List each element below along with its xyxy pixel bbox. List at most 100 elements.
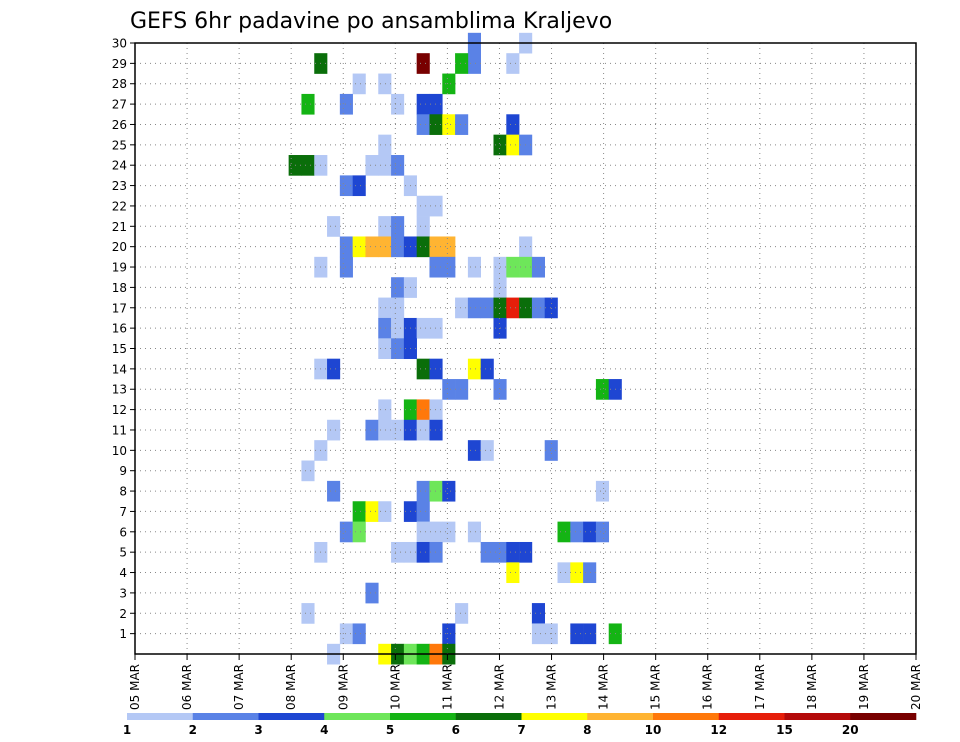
- heatmap-cell: [531, 256, 545, 278]
- heatmap-cell: [416, 195, 430, 217]
- heatmap-cell: [378, 73, 392, 95]
- heatmap-cell: [391, 277, 405, 298]
- heatmap-cell: [391, 216, 405, 237]
- heatmap-cell: [480, 297, 494, 319]
- heatmap-cell: [378, 399, 392, 421]
- heatmap-cell: [480, 358, 494, 380]
- heatmap-cell: [327, 419, 341, 441]
- heatmap-cell: [455, 603, 469, 624]
- heatmap-cell: [442, 379, 456, 400]
- colorbar-label: 8: [583, 723, 591, 737]
- x-axis-ticks: 05 MAR 06 MAR 07 MAR 08 MAR 09 MAR 10 MAR 11 M…: [128, 654, 923, 710]
- heatmap-cell: [595, 480, 610, 502]
- heatmap-cell: [506, 256, 520, 278]
- chart-title: GEFS 6hr padavine po ansamblima Kraljevo: [130, 9, 612, 34]
- heatmap-cell: [506, 541, 520, 563]
- y-tick-label: 16: [112, 322, 127, 336]
- heatmap-cell: [352, 236, 366, 258]
- y-tick-label: 17: [112, 301, 127, 315]
- heatmap-cell: [365, 236, 379, 258]
- y-tick-label: 24: [112, 159, 127, 173]
- y-tick-label: 13: [112, 383, 127, 397]
- heatmap-cell: [339, 236, 353, 258]
- heatmap-cell: [506, 562, 520, 584]
- y-tick-label: 1: [119, 627, 127, 641]
- heatmap-cell: [442, 236, 456, 258]
- heatmap-cell: [429, 541, 443, 563]
- heatmap-cell: [455, 297, 469, 319]
- heatmap-cell: [442, 73, 456, 95]
- heatmap-cell: [391, 297, 405, 319]
- y-tick-label: 4: [119, 566, 127, 580]
- heatmap-cell: [391, 338, 405, 359]
- heatmap-cell: [429, 419, 443, 441]
- heatmap-cell: [467, 358, 481, 380]
- heatmap-cell: [429, 93, 443, 115]
- heatmap-cell: [416, 358, 430, 380]
- colorbar-swatch: [653, 713, 720, 720]
- x-tick-label: 07 MAR: [232, 664, 246, 710]
- colorbar-swatch: [192, 713, 259, 720]
- heatmap-cell: [570, 562, 584, 584]
- y-tick-label: 11: [112, 423, 127, 437]
- x-tick-label: 09 MAR: [336, 664, 350, 710]
- heatmap-cell: [416, 399, 430, 421]
- heatmap-cell: [467, 521, 481, 543]
- colorbar-swatch: [455, 713, 522, 720]
- heatmap-cell: [416, 114, 430, 135]
- heatmap-cell: [378, 338, 392, 359]
- heatmap-cell: [442, 521, 456, 543]
- heatmap-cell: [378, 297, 392, 319]
- heatmap-cell: [391, 155, 405, 176]
- heatmap-cell: [570, 623, 584, 645]
- colorbar-swatch: [127, 713, 194, 720]
- heatmap-cell: [365, 155, 379, 176]
- x-tick-label: 14 MAR: [597, 664, 611, 710]
- y-tick-label: 8: [119, 485, 127, 499]
- y-tick-label: 10: [112, 444, 127, 458]
- heatmap-cells: [288, 32, 622, 665]
- colorbar-swatch: [258, 713, 325, 720]
- heatmap-cell: [442, 480, 456, 502]
- heatmap-cell: [467, 440, 481, 461]
- heatmap-cell: [391, 236, 405, 258]
- colorbar-label: 12: [710, 723, 727, 737]
- x-tick-label: 13 MAR: [545, 664, 559, 710]
- y-tick-label: 12: [112, 403, 127, 417]
- heatmap-cell: [391, 541, 405, 563]
- x-tick-label: 10 MAR: [388, 664, 402, 710]
- heatmap-cell: [378, 216, 392, 237]
- y-tick-label: 21: [112, 220, 127, 234]
- heatmap-cell: [391, 93, 405, 115]
- heatmap-cell: [467, 297, 481, 319]
- x-tick-label: 11 MAR: [440, 664, 454, 710]
- colorbar-label: 5: [386, 723, 394, 737]
- heatmap-cell: [391, 419, 405, 441]
- heatmap-cell: [378, 236, 392, 258]
- y-tick-label: 9: [119, 464, 127, 478]
- heatmap-cell: [365, 419, 379, 441]
- heatmap-cell: [339, 521, 353, 543]
- heatmap-cell: [442, 114, 456, 135]
- heatmap-cell: [327, 216, 341, 237]
- heatmap-cell: [544, 297, 558, 319]
- heatmap-cell: [429, 256, 443, 278]
- y-tick-label: 14: [112, 362, 127, 376]
- y-tick-label: 2: [119, 607, 127, 621]
- colorbar-label: 1: [123, 723, 131, 737]
- heatmap-cell: [301, 603, 315, 624]
- heatmap-cell: [455, 53, 469, 74]
- y-tick-label: 25: [112, 138, 127, 152]
- heatmap-cell: [365, 582, 379, 604]
- heatmap-cell: [595, 521, 610, 543]
- heatmap-cell: [429, 358, 443, 380]
- x-tick-label: 15 MAR: [649, 664, 663, 710]
- heatmap-cell: [583, 562, 597, 584]
- heatmap-cell: [416, 216, 430, 237]
- x-tick-label: 19 MAR: [857, 664, 871, 710]
- heatmap-cell: [583, 623, 597, 645]
- heatmap-cell: [506, 53, 520, 74]
- heatmap-cell: [429, 236, 443, 258]
- heatmap-cell: [506, 134, 520, 156]
